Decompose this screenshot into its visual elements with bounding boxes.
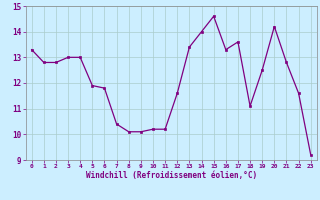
X-axis label: Windchill (Refroidissement éolien,°C): Windchill (Refroidissement éolien,°C) [86,171,257,180]
